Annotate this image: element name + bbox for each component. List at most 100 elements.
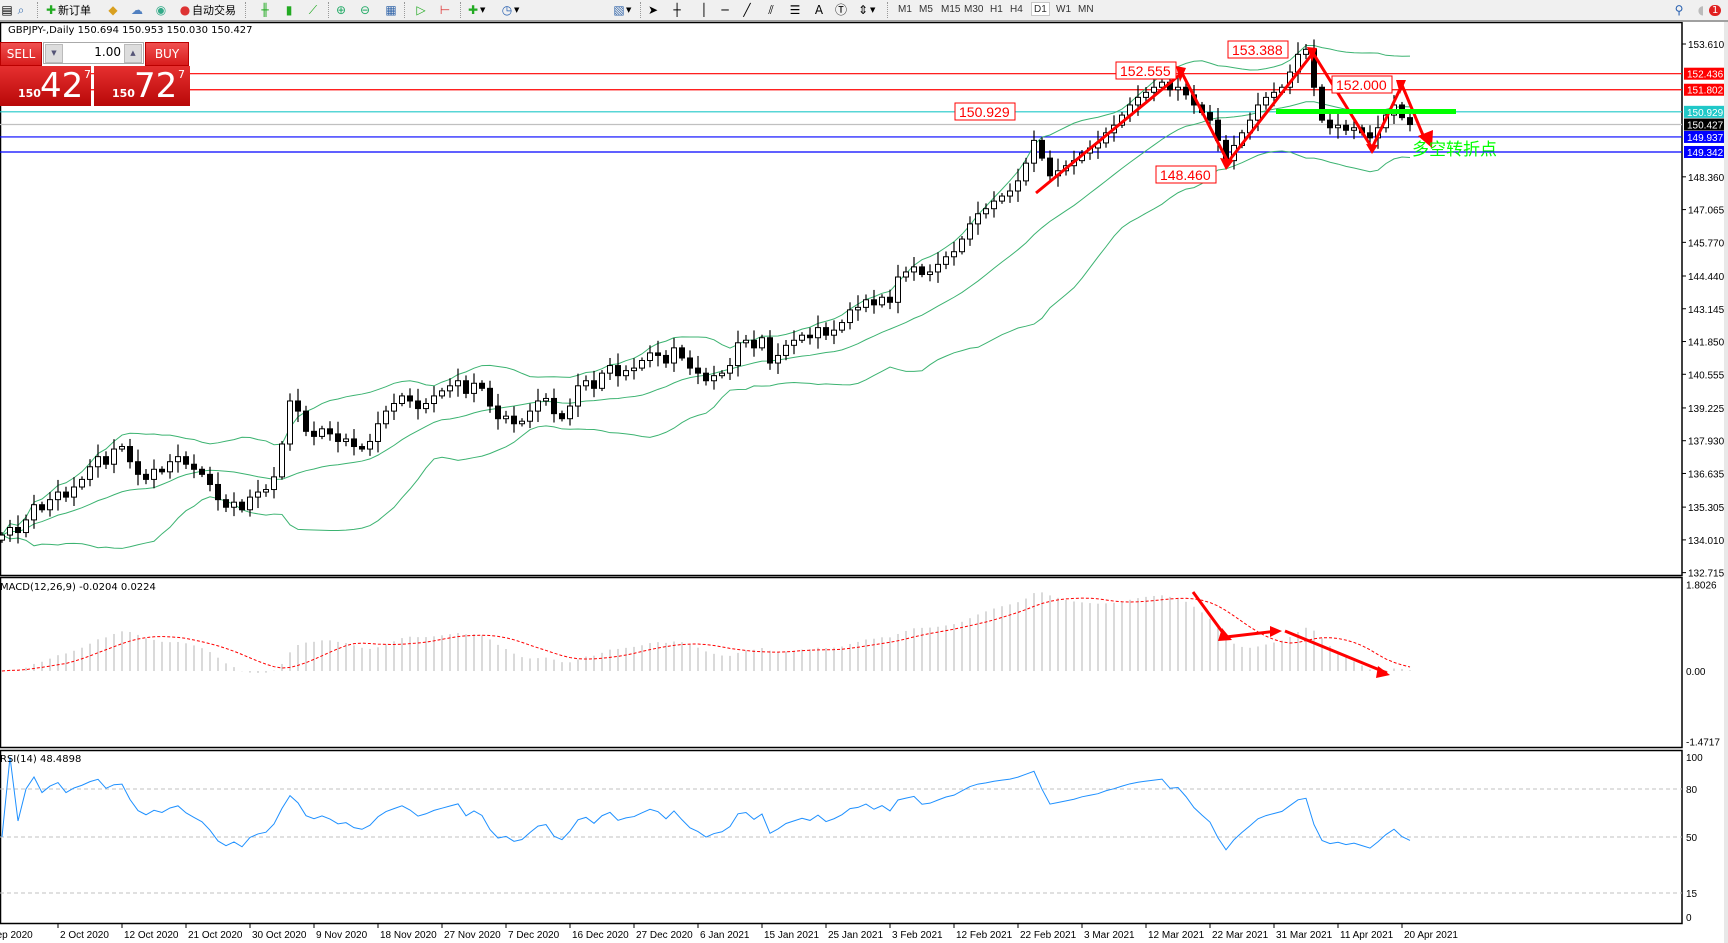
notifications-button[interactable]: ◖ 1	[1694, 2, 1722, 18]
timeframe-d1[interactable]: D1	[1031, 2, 1050, 16]
horizontal-line-tool[interactable]: ─	[718, 2, 732, 18]
bar-chart-button[interactable]: ╫	[258, 2, 272, 18]
toolbar: ▤ ⌕ ✚ 新订单 ◆ ☁ ◉ ● 自动交易 ╫ ▮ ⟋ ⊕ ⊖ ▦ ▷ ⊢ ✚ ▼ …	[0, 0, 1728, 22]
sell-price-point: 7	[84, 68, 91, 81]
buy-price-button[interactable]: 150 72 7	[94, 66, 190, 106]
trendline-tool[interactable]: ╱	[740, 2, 754, 18]
toolbar-icon-navigator[interactable]: ⌕	[14, 2, 28, 18]
fibonacci-icon: ☰	[789, 3, 801, 17]
candle-body	[815, 327, 821, 339]
candle-body	[23, 519, 29, 534]
candle-body	[175, 456, 181, 463]
bollinger-upper-line	[1, 45, 1411, 536]
timeframe-m15[interactable]: M15	[941, 4, 961, 15]
toolbar-separator	[37, 2, 39, 18]
candle-body	[207, 473, 213, 485]
candle-body	[183, 456, 189, 465]
channel-tool[interactable]: ⫽	[764, 2, 778, 18]
search-button[interactable]: ⚲	[1672, 2, 1686, 18]
arrowhead-icon	[1396, 80, 1406, 94]
crosshair-tool[interactable]: ┼	[670, 2, 684, 18]
zoom-out-button[interactable]: ⊖	[358, 2, 372, 18]
price-axis-label: 144.440	[1688, 272, 1725, 283]
autoscroll-icon: ⊢	[439, 3, 451, 17]
candle-body	[31, 504, 37, 521]
line-chart-button[interactable]: ⟋	[306, 2, 320, 18]
candle-body	[1327, 119, 1333, 129]
signals-button[interactable]: ◉	[154, 2, 168, 18]
candle-body	[511, 415, 517, 425]
periods-button[interactable]: ◷ ▼	[500, 2, 520, 18]
timeframe-m1[interactable]: M1	[898, 4, 912, 15]
lot-increase-button[interactable]: ▲	[124, 44, 142, 63]
chart-shift-button[interactable]: ▷	[414, 2, 428, 18]
fibonacci-tool[interactable]: ☰	[788, 2, 802, 18]
buy-button[interactable]: BUY	[145, 42, 189, 66]
candle-body	[879, 296, 885, 306]
dropdown-arrow-icon: ▼	[480, 6, 486, 14]
timeframe-h4[interactable]: H4	[1010, 4, 1023, 15]
template-icon: ▧	[613, 3, 625, 17]
new-order-button[interactable]: ✚ 新订单	[44, 2, 91, 18]
sell-button[interactable]: SELL	[0, 42, 42, 66]
indicators-button[interactable]: ✚ ▼	[466, 2, 485, 18]
candle-body	[1351, 127, 1357, 131]
candlestick-chart-button[interactable]: ▮	[282, 2, 296, 18]
candle-body	[727, 365, 733, 374]
metaeditor-button[interactable]: ◆	[106, 2, 120, 18]
new-order-icon: ✚	[45, 3, 57, 17]
tile-windows-button[interactable]: ▦	[384, 2, 398, 18]
candle-body	[415, 400, 421, 410]
candle-body	[1407, 117, 1413, 126]
auto-trading-button[interactable]: ● 自动交易	[178, 2, 236, 18]
sell-price-prefix: 150	[18, 87, 41, 100]
price-annotation-label: 152.555	[1120, 63, 1171, 79]
one-click-trading-panel: SELL ▼ 1.00 ▲ BUY 150 42 7 150 72 7	[0, 42, 190, 106]
lot-size-input[interactable]: ▼ 1.00 ▲	[43, 42, 144, 64]
toolbar-separator	[404, 2, 406, 18]
candle-body	[919, 266, 925, 275]
market-button[interactable]: ☁	[130, 2, 144, 18]
timeframe-w1[interactable]: W1	[1056, 4, 1071, 15]
rsi-axis-label: 50	[1686, 833, 1698, 844]
macd-axis-label: 0.00	[1686, 667, 1706, 678]
candle-body	[991, 200, 997, 210]
macd-label: MACD(12,26,9) -0.0204 0.0224	[0, 582, 156, 593]
rsi-label: RSI(14) 48.4898	[0, 754, 81, 765]
cursor-tool[interactable]: ➤	[646, 2, 660, 18]
text-tool[interactable]: A	[812, 2, 826, 18]
timeframe-h1[interactable]: H1	[990, 4, 1003, 15]
time-axis-label: 22 Mar 2021	[1212, 930, 1269, 941]
candle-body	[255, 491, 261, 498]
zoom-in-button[interactable]: ⊕	[334, 2, 348, 18]
price-axis-label: 147.065	[1688, 206, 1725, 217]
lot-decrease-button[interactable]: ▼	[45, 44, 63, 63]
candle-body	[463, 380, 469, 394]
clock-icon: ◷	[501, 3, 513, 17]
candle-body	[487, 387, 493, 407]
candle-body	[423, 403, 429, 410]
sell-price-button[interactable]: 150 42 7	[0, 66, 91, 106]
chat-bubble-icon: ◖	[1697, 3, 1705, 17]
arrows-tool[interactable]: ⇕ ▼	[856, 2, 875, 18]
toolbar-icon-profiles[interactable]: ▤	[0, 2, 14, 18]
timeframe-mn[interactable]: MN	[1078, 4, 1094, 15]
templates-button[interactable]: ▧ ▼	[612, 2, 631, 18]
dropdown-arrow-icon: ▼	[514, 6, 520, 14]
zoom-out-icon: ⊖	[359, 3, 371, 17]
candle-body	[615, 365, 621, 377]
zoom-in-icon: ⊕	[335, 3, 347, 17]
text-label-tool[interactable]: Ⓣ	[834, 2, 848, 18]
rsi-line	[1, 756, 1411, 851]
timeframe-m5[interactable]: M5	[919, 4, 933, 15]
candle-body	[0, 534, 5, 541]
window-edge	[1724, 22, 1728, 943]
vertical-line-tool[interactable]: │	[697, 2, 711, 18]
price-level-value: 149.937	[1687, 133, 1724, 144]
price-axis-label: 140.555	[1688, 370, 1725, 381]
candle-body	[1175, 86, 1181, 91]
timeframe-m30[interactable]: M30	[964, 4, 984, 15]
line-chart-icon: ⟋	[308, 3, 318, 17]
autoscroll-button[interactable]: ⊢	[438, 2, 452, 18]
